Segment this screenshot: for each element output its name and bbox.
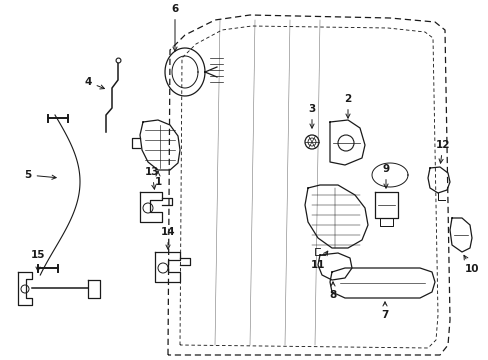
Text: 10: 10 (463, 255, 478, 274)
Text: 8: 8 (329, 282, 336, 300)
Text: 3: 3 (308, 104, 315, 128)
Text: 15: 15 (31, 250, 45, 271)
Text: 2: 2 (344, 94, 351, 118)
Text: 5: 5 (24, 170, 56, 180)
Text: 7: 7 (381, 302, 388, 320)
Text: 14: 14 (161, 227, 175, 249)
Text: 1: 1 (154, 171, 162, 187)
Text: 11: 11 (310, 251, 327, 270)
Text: 13: 13 (144, 167, 159, 189)
Text: 6: 6 (171, 4, 178, 51)
Text: 9: 9 (382, 164, 389, 188)
Text: 4: 4 (84, 77, 104, 89)
Text: 12: 12 (435, 140, 449, 163)
